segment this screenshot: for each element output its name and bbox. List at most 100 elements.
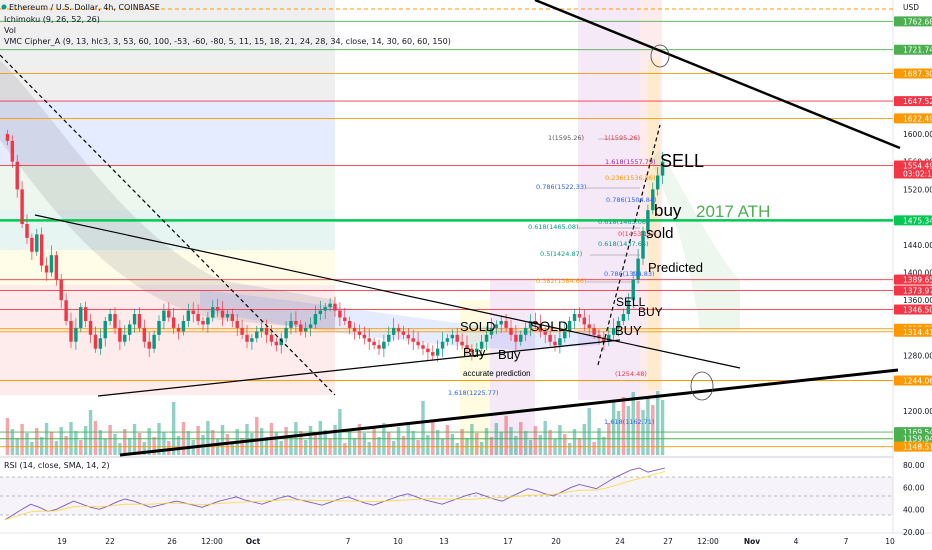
highlight-circle-bottom[interactable]	[690, 371, 714, 401]
fib-label-inner-0: 1.618(1557.79)	[605, 158, 656, 166]
candle-body-7	[39, 234, 44, 266]
rsi-pane[interactable]	[0, 458, 893, 533]
trendline-dashed-projection[interactable]	[597, 124, 661, 366]
fib-label-upper-4: 0.382(1384.66)	[536, 277, 587, 285]
price-tick-4: 1400.00	[903, 269, 932, 278]
time-tick-12: 12:00	[697, 537, 719, 546]
volume-bar-26	[132, 424, 137, 455]
candle-body-33	[167, 310, 171, 318]
trendline-descending[interactable]	[34, 214, 741, 369]
volume-bar-119	[587, 408, 591, 455]
plot-area[interactable]	[0, 0, 893, 456]
candle-body-11	[59, 279, 63, 301]
price-tag-label-10: 1346.50	[903, 306, 932, 315]
rsi-tick-1: 60.00	[903, 483, 925, 492]
indicator-vmc[interactable]: VMC Cipher_A (9, 13, hlc3, 3, 53, 60, 10…	[4, 37, 451, 46]
price-tag-box-2	[894, 68, 932, 79]
volume-bar-51	[255, 417, 259, 455]
candle-body-47	[235, 320, 239, 328]
candle-body-125	[616, 320, 621, 328]
candle-body-122	[602, 338, 606, 342]
time-axis[interactable]	[0, 533, 893, 550]
volume-bar-18	[93, 421, 98, 455]
price-tag-label-15: 1159.94	[903, 435, 932, 444]
price-tick-3: 1440.00	[903, 241, 932, 250]
trendline-uptrend-bottom[interactable]	[119, 368, 899, 457]
price-tag-box-9	[894, 285, 932, 296]
candle-body-109	[538, 324, 543, 332]
candle-body-84	[416, 341, 420, 346]
fib-label-upper-2: 0.618(1465.08)	[528, 223, 579, 231]
candle-body-85	[421, 345, 425, 349]
volume-bar-10	[54, 441, 59, 455]
candle-body-121	[597, 334, 601, 339]
candle-body-100	[494, 324, 499, 328]
volume-bar-129	[636, 401, 640, 455]
price-tag-label-16: 1148.51	[903, 443, 932, 452]
indicator-ichimoku[interactable]: Ichimoku (9, 26, 52, 26)	[4, 15, 100, 24]
candle-body-127	[626, 300, 631, 315]
price-tick-0: 1600.00	[903, 130, 932, 139]
candle-body-119	[587, 324, 591, 328]
cloud-upper	[0, 60, 335, 330]
volume-bar-132	[651, 405, 655, 455]
volume-bar-3	[20, 424, 24, 455]
price-axis[interactable]	[893, 0, 932, 533]
price-tag-box-7	[894, 215, 932, 226]
zone-10	[460, 300, 490, 455]
candle-body-54	[269, 334, 274, 342]
candle-body-65	[323, 307, 327, 311]
time-tick-13: Nov	[744, 537, 760, 546]
volume-bar-30	[152, 437, 156, 455]
volume-bar-111	[548, 430, 552, 455]
volume-bar-44	[220, 425, 225, 455]
candle-body-8	[44, 265, 49, 273]
price-tag-label-9: 1373.97	[903, 287, 932, 296]
price-tag-label-13: 1244.06	[903, 376, 932, 385]
volume-bar-103	[509, 427, 513, 455]
symbol-title[interactable]: Ethereum / U.S. Dollar, 4h, COINBASE	[9, 3, 160, 12]
price-tag-label-7: 1475.34	[903, 216, 932, 225]
volume-bar-101	[499, 432, 503, 455]
volume-bar-97	[479, 442, 484, 455]
candle-body-130	[641, 230, 645, 259]
annotation-4: Predicted	[648, 260, 703, 275]
indicator-volume[interactable]: Vol	[4, 26, 16, 35]
candle-body-31	[157, 320, 161, 335]
volume-bar-118	[582, 424, 587, 455]
candle-body-106	[523, 327, 528, 335]
volume-bar-6	[35, 428, 39, 455]
volume-bar-50	[250, 433, 254, 455]
volume-bar-76	[377, 437, 381, 455]
volume-bar-93	[460, 429, 464, 455]
price-tick-5: 1360.00	[903, 296, 932, 305]
fib-label-lower-0: 1.618(1225.77)	[448, 389, 499, 397]
fib-label-inner-1: 0.236(1536.86)	[605, 174, 656, 182]
trendline-dashed[interactable]	[0, 54, 336, 396]
trendline-lower-support[interactable]	[97, 339, 621, 397]
price-tag-box-12	[894, 326, 932, 337]
candle-body-18	[93, 334, 98, 349]
annotation-8: SOLD	[460, 319, 495, 334]
volume-bar-14	[74, 431, 78, 455]
price-tick-6: 1280.00	[903, 352, 932, 361]
price-tag-box-6	[894, 168, 932, 179]
volume-bar-115	[567, 443, 572, 455]
candle-body-3	[20, 189, 24, 225]
candle-body-66	[328, 303, 332, 308]
candle-body-14	[74, 327, 78, 342]
candle-body-55	[274, 341, 279, 346]
candle-body-58	[289, 320, 293, 328]
rsi-sma-line	[4, 471, 666, 521]
volume-bar-113	[558, 425, 562, 455]
candle-body-23	[118, 327, 122, 342]
candle-body-36	[181, 320, 186, 332]
highlight-circle-top[interactable]	[650, 44, 670, 68]
zone-2	[0, 165, 335, 210]
volume-bar-60	[299, 431, 303, 455]
rsi-axis-ticks: 80.00 60.00 40.00 20.00	[903, 461, 925, 537]
candle-body-129	[636, 258, 640, 280]
trendline-downtrend-top[interactable]	[534, 0, 901, 150]
volume-bar-88	[435, 430, 440, 455]
